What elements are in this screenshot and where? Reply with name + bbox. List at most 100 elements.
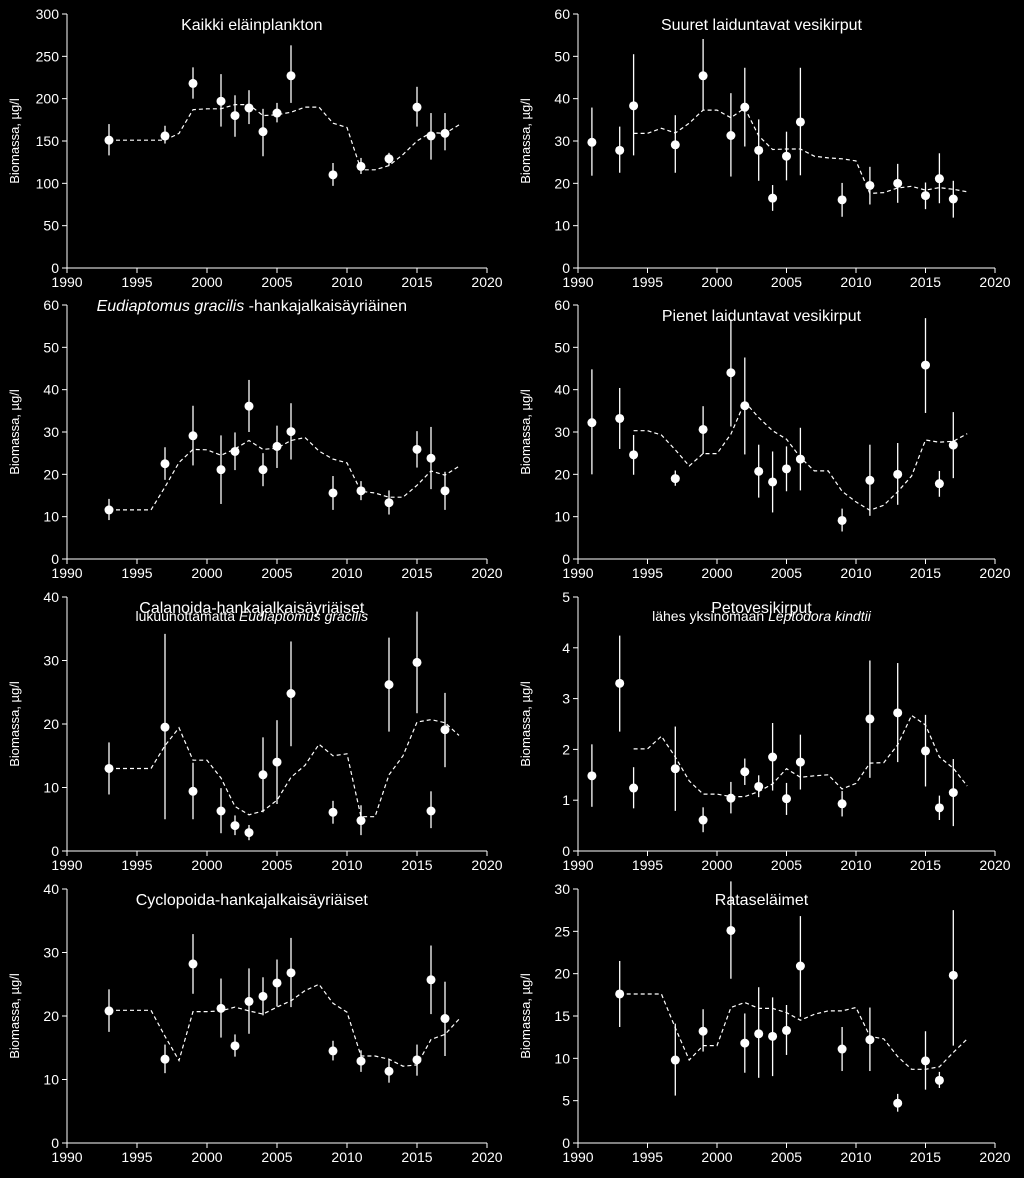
x-tick-label: 2010 <box>331 1149 362 1165</box>
data-point <box>216 806 226 816</box>
y-tick-label: 40 <box>43 881 59 897</box>
data-point <box>670 140 680 150</box>
x-tick-label: 2000 <box>701 565 732 581</box>
chart-subtitle-part: Eudiaptomus gracilis <box>239 608 368 624</box>
data-point <box>440 725 450 735</box>
data-point <box>328 170 338 180</box>
data-point <box>587 418 597 428</box>
x-tick-label: 1990 <box>51 857 82 873</box>
y-tick-label: 20 <box>554 175 570 191</box>
data-point <box>216 465 226 475</box>
y-tick-label: 50 <box>554 48 570 64</box>
y-tick-label: 0 <box>51 1135 59 1151</box>
y-tick-label: 2 <box>562 741 570 757</box>
x-tick-label: 2000 <box>191 1149 222 1165</box>
x-tick-label: 2005 <box>261 1149 292 1165</box>
data-point <box>837 515 847 525</box>
y-tick-label: 20 <box>43 716 59 732</box>
chart-panel-4: 0 10 20 30 40 50 60 1990 1995 2000 2005 2010 2015 202… <box>518 297 1011 581</box>
data-point <box>726 130 736 140</box>
data-point <box>629 450 639 460</box>
trend-line <box>619 993 968 1070</box>
data-point <box>426 975 436 985</box>
data-point <box>948 970 958 980</box>
x-tick-label: 2015 <box>401 274 432 290</box>
x-tick-label: 2010 <box>331 274 362 290</box>
x-tick-label: 1990 <box>562 565 593 581</box>
data-point <box>328 807 338 817</box>
y-tick-label: 50 <box>43 218 59 234</box>
x-tick-label: 2000 <box>191 857 222 873</box>
data-point <box>160 459 170 469</box>
y-tick-label: 250 <box>36 48 60 64</box>
data-point <box>230 1041 240 1051</box>
y-tick-label: 60 <box>554 6 570 22</box>
x-tick-label: 2020 <box>979 1149 1010 1165</box>
y-tick-label: 40 <box>554 382 570 398</box>
data-point <box>837 799 847 809</box>
y-tick-label: 10 <box>554 218 570 234</box>
y-axis-label: Biomassa, µg/l <box>518 98 533 184</box>
y-tick-label: 20 <box>554 966 570 982</box>
data-point <box>921 746 930 756</box>
y-tick-label: 0 <box>562 843 570 859</box>
x-tick-label: 2010 <box>840 857 871 873</box>
data-point <box>921 191 930 201</box>
data-point <box>865 714 875 724</box>
x-tick-label: 2015 <box>910 857 941 873</box>
x-tick-label: 2005 <box>771 1149 802 1165</box>
y-tick-label: 60 <box>554 297 570 313</box>
x-tick-label: 2010 <box>840 1149 871 1165</box>
data-point <box>698 71 708 81</box>
data-point <box>188 786 198 796</box>
data-point <box>440 1014 450 1024</box>
data-point <box>670 1055 680 1065</box>
y-tick-label: 15 <box>554 1008 570 1024</box>
y-tick-label: 40 <box>554 91 570 107</box>
x-tick-label: 2015 <box>401 565 432 581</box>
data-point <box>670 764 680 774</box>
chart-panel-2: 0 10 20 30 40 50 60 1990 1995 2000 2005 2010 2015 202… <box>518 6 1011 290</box>
data-point <box>230 111 240 121</box>
y-tick-label: 3 <box>562 691 570 707</box>
data-point <box>384 1066 394 1076</box>
y-tick-label: 0 <box>562 1135 570 1151</box>
data-point <box>412 102 422 112</box>
data-point <box>768 1031 778 1041</box>
data-point <box>412 444 422 454</box>
x-tick-label: 1990 <box>51 565 82 581</box>
x-tick-label: 2000 <box>701 857 732 873</box>
y-tick-label: 10 <box>43 509 59 525</box>
x-tick-label: 1995 <box>121 565 152 581</box>
chart-subtitle: lähes yksinomaan Leptodora kindtii <box>652 608 872 624</box>
trend-line <box>109 436 460 511</box>
data-point <box>272 441 282 451</box>
data-point <box>921 1056 930 1066</box>
chart-title: Cyclopoida-hankajalkaisäyriäiset <box>136 892 369 909</box>
y-tick-label: 0 <box>51 551 59 567</box>
data-point <box>754 1029 764 1039</box>
data-point <box>328 488 338 498</box>
data-point <box>384 680 394 690</box>
data-point <box>104 1006 114 1016</box>
y-tick-label: 5 <box>562 589 570 605</box>
y-tick-label: 10 <box>554 1050 570 1066</box>
data-point <box>726 925 736 935</box>
data-point <box>286 427 296 437</box>
chart-title: Kaikki eläinplankton <box>181 17 322 34</box>
data-point <box>768 477 778 487</box>
y-tick-label: 30 <box>554 133 570 149</box>
data-point <box>740 401 750 411</box>
x-tick-label: 1995 <box>632 1149 663 1165</box>
y-tick-label: 5 <box>562 1093 570 1109</box>
x-tick-label: 2020 <box>471 857 502 873</box>
chart-title: Suuret laiduntavat vesikirput <box>661 17 863 34</box>
data-point <box>754 466 764 476</box>
data-point <box>188 431 198 441</box>
chart-subtitle: lukuunottamatta Eudiaptomus gracilis <box>135 608 368 624</box>
chart-title: Petovesikirput <box>711 600 812 617</box>
data-point <box>384 498 394 508</box>
data-point <box>258 127 268 137</box>
data-point <box>795 961 805 971</box>
x-tick-label: 2005 <box>261 274 292 290</box>
